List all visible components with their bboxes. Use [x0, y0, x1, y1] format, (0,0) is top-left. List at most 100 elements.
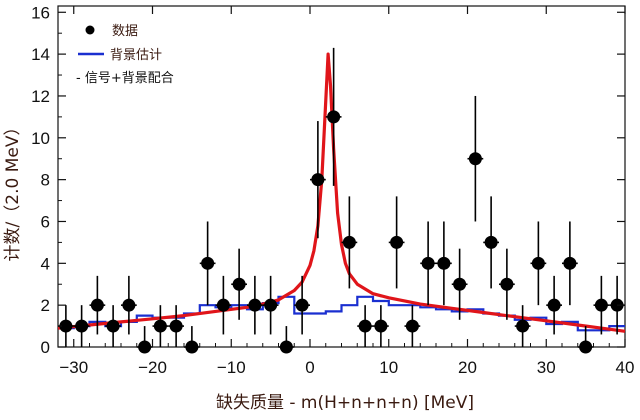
data-marker [59, 319, 73, 333]
data-marker [390, 235, 404, 249]
data-point [278, 326, 295, 354]
plot-area [57, 5, 626, 354]
data-marker [405, 319, 419, 333]
x-tick-label: 40 [616, 358, 635, 377]
data-point [73, 305, 90, 347]
data-point [530, 221, 547, 306]
data-point [341, 196, 358, 289]
legend-label-background: 背景估计 [110, 48, 162, 63]
data-point [105, 305, 121, 347]
data-point [89, 275, 106, 335]
data-point [325, 47, 342, 186]
data-marker [106, 319, 120, 333]
data-marker [484, 235, 498, 249]
x-tick-labels: −30 −20 −10 0 10 20 30 40 [59, 358, 634, 377]
data-point [562, 221, 578, 306]
legend-label-data: 数据 [112, 24, 138, 39]
data-marker [311, 173, 325, 187]
data-marker [279, 340, 293, 354]
data-marker [342, 235, 356, 249]
data-marker [201, 256, 215, 270]
data-marker [421, 256, 435, 270]
data-marker [500, 277, 514, 291]
data-marker [437, 256, 451, 270]
fit-curve [57, 52, 626, 333]
data-marker [531, 256, 545, 270]
y-axis-title: 计数/（2.0 MeV） [3, 119, 23, 262]
data-point [294, 275, 310, 335]
background-estimate-series [58, 295, 625, 332]
data-point [388, 196, 405, 289]
data-marker [264, 298, 278, 312]
y-tick-label: 0 [41, 338, 50, 357]
data-point [199, 221, 216, 306]
data-point [577, 326, 594, 354]
legend-label-fit: - 信号+背景配合 [76, 71, 174, 86]
x-tick-label: 0 [305, 358, 314, 377]
data-point [467, 95, 484, 222]
x-tick-label: −20 [138, 358, 167, 377]
data-point [168, 305, 184, 347]
data-marker [295, 298, 309, 312]
y-tick-label: 2 [41, 296, 50, 315]
data-marker [453, 277, 467, 291]
data-marker [169, 319, 183, 333]
data-point [357, 305, 373, 347]
legend: 数据 背景估计 - 信号+背景配合 [76, 24, 174, 86]
data-point [451, 248, 468, 320]
data-point [152, 305, 169, 347]
data-marker [516, 319, 530, 333]
data-marker [547, 298, 561, 312]
data-point [514, 305, 531, 347]
y-tick-label: 16 [31, 3, 50, 22]
data-marker [248, 298, 262, 312]
data-point [215, 275, 232, 335]
x-axis-title: 缺失质量 - m(H+n+n+n) [MeV] [216, 393, 474, 413]
data-point [184, 326, 200, 354]
data-marker [122, 298, 136, 312]
data-point [546, 275, 562, 335]
data-marker [138, 340, 152, 354]
data-marker [374, 319, 388, 333]
y-tick-label: 8 [41, 171, 50, 190]
data-point [231, 248, 247, 320]
axis-ticks [58, 6, 626, 348]
data-point [373, 305, 389, 347]
y-tick-label: 12 [31, 87, 50, 106]
x-tick-label: 10 [379, 358, 398, 377]
data-point [593, 275, 610, 335]
data-marker [216, 298, 230, 312]
data-point [121, 275, 137, 335]
data-marker [594, 298, 608, 312]
data-point [404, 305, 421, 347]
data-marker [468, 152, 482, 166]
y-tick-label: 14 [31, 45, 50, 64]
x-tick-label: −10 [217, 358, 246, 377]
data-marker [90, 298, 104, 312]
data-marker [563, 256, 577, 270]
data-marker [579, 340, 593, 354]
data-series [58, 47, 625, 354]
signal-background-fit-series [57, 52, 626, 333]
data-point [483, 196, 499, 289]
x-tick-label: 30 [537, 358, 556, 377]
data-point [310, 121, 326, 239]
data-point [262, 275, 279, 335]
y-tick-labels: 0 2 4 6 8 10 12 14 16 [31, 3, 50, 357]
data-point [499, 248, 515, 320]
data-marker [327, 110, 341, 124]
x-tick-label: 20 [458, 358, 477, 377]
y-tick-label: 4 [41, 254, 50, 273]
data-point [420, 221, 436, 306]
y-tick-label: 10 [31, 129, 50, 148]
data-marker [185, 340, 199, 354]
data-marker [75, 319, 89, 333]
y-tick-label: 6 [41, 212, 50, 231]
data-marker [153, 319, 167, 333]
background-step-line [58, 295, 625, 332]
data-point [247, 275, 263, 335]
legend-data-marker [85, 25, 95, 35]
data-point [436, 221, 452, 306]
data-point [136, 326, 153, 354]
